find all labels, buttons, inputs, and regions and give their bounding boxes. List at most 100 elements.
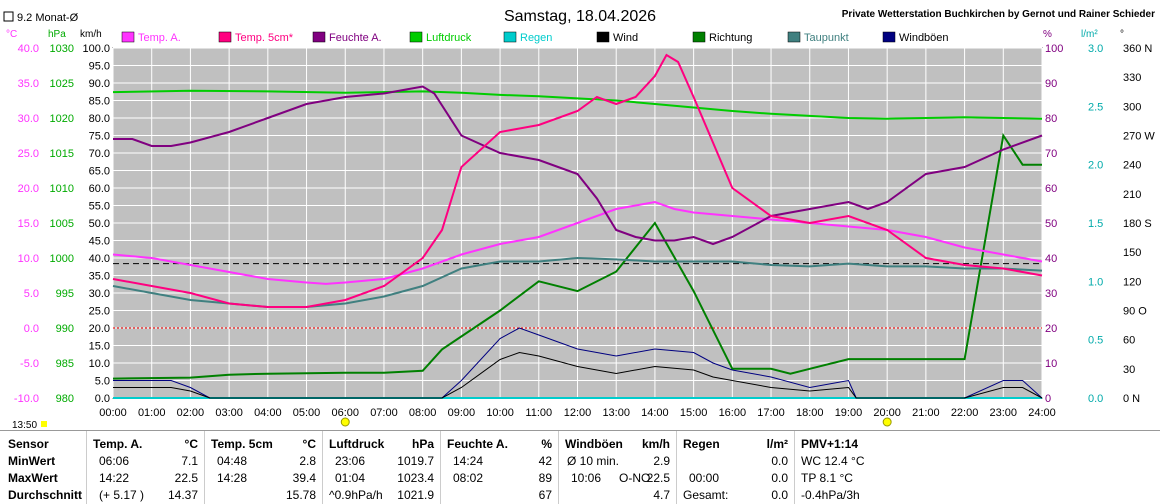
- rain-tick-6: 0.0: [1088, 393, 1103, 405]
- deg-tick-4: 240: [1123, 160, 1141, 172]
- time-tick-4: 04:00: [254, 407, 282, 419]
- hpa-tick-6: 1000: [50, 253, 74, 265]
- legend-swatch-7: [787, 31, 801, 43]
- kmh-tick-14: 30.0: [89, 288, 110, 300]
- hpa-tick-7: 995: [56, 288, 74, 300]
- kmh-tick-4: 80.0: [89, 113, 110, 125]
- kmh-tick-7: 65.0: [89, 166, 110, 178]
- time-tick-15: 15:00: [680, 407, 708, 419]
- stats-windboeen: Windböen km/h Ø 10 min. 2.9 10:06 O-NO 22.5 …: [559, 431, 677, 504]
- regen-total: 0.0: [771, 488, 788, 502]
- legend-label-2: Feuchte A.: [329, 32, 382, 44]
- windboeen-max: 22.5: [646, 471, 670, 485]
- deg-tick-2: 300: [1123, 101, 1141, 113]
- pct-tick-0: 100: [1045, 43, 1063, 55]
- temp-a-min-time: 06:06: [99, 454, 130, 468]
- hpa-tick-3: 1015: [50, 148, 74, 160]
- luftdruck-max: 1023.4: [397, 471, 434, 485]
- pct-tick-5: 50: [1045, 218, 1057, 230]
- pct-tick-10: 0: [1045, 393, 1051, 405]
- stats-luftdruck: Luftdruck hPa 23:06 1019.7 01:04 1023.4 ^0.…: [323, 431, 441, 504]
- temp-tick-8: 0.0: [24, 323, 39, 335]
- temp-5cm-min: 2.8: [299, 454, 316, 468]
- regen-title: Regen: [683, 437, 720, 451]
- deg-tick-8: 120: [1123, 276, 1141, 288]
- temp-a-title: Temp. A.: [93, 437, 143, 451]
- deg-tick-11: 30: [1123, 364, 1135, 376]
- temp-tick-2: 30.0: [18, 113, 39, 125]
- legend-swatch-5: [596, 31, 610, 43]
- feuchte-min: 42: [538, 454, 552, 468]
- legend-label-3: Luftdruck: [426, 32, 472, 44]
- temp-a-max: 22.5: [174, 471, 198, 485]
- time-tick-5: 05:00: [293, 407, 321, 419]
- stats-labels-col: Sensor MinWert MaxWert Durchschnitt: [0, 431, 87, 504]
- deg-unit-label: °: [1120, 29, 1124, 40]
- stats-temp-a: Temp. A. °C 06:06 7.1 14:22 22.5 (+ 5.17 ) 1…: [87, 431, 205, 504]
- time-tick-23: 23:00: [990, 407, 1018, 419]
- temp-tick-6: 10.0: [18, 253, 39, 265]
- temp-tick-9: -5.0: [20, 358, 39, 370]
- hpa-tick-2: 1020: [50, 113, 74, 125]
- temp-5cm-avg: 15.78: [285, 488, 316, 502]
- hpa-tick-5: 1005: [50, 218, 74, 230]
- time-tick-17: 17:00: [757, 407, 785, 419]
- kmh-tick-1: 95.0: [89, 61, 110, 73]
- rain-tick-4: 1.0: [1088, 276, 1103, 288]
- time-tick-16: 16:00: [719, 407, 747, 419]
- rain-tick-2: 2.0: [1088, 160, 1103, 172]
- hpa-tick-1: 1025: [50, 78, 74, 90]
- time-tick-13: 13:00: [602, 407, 630, 419]
- regen-min: 0.0: [771, 454, 788, 468]
- time-tick-10: 10:00: [486, 407, 514, 419]
- series-layer: [112, 53, 1043, 399]
- min-label: MinWert: [8, 454, 56, 468]
- windboeen-avg10-label: Ø 10 min.: [567, 454, 620, 468]
- legend-label-6: Richtung: [709, 32, 752, 44]
- kmh-tick-19: 5.0: [95, 376, 110, 388]
- pmv-windchill: WC 12.4 °C: [801, 454, 865, 468]
- kmh-tick-20: 0.0: [95, 393, 110, 405]
- time-tick-18: 18:00: [796, 407, 824, 419]
- hpa-tick-9: 985: [56, 358, 74, 370]
- stats-regen: Regen l/m² 0.0 00:00 0.0 Gesamt: 0.0: [677, 431, 795, 504]
- regen-max-time: 00:00: [689, 471, 720, 485]
- legend-swatch-2: [312, 31, 326, 43]
- hpa-tick-10: 980: [56, 393, 74, 405]
- deg-tick-7: 150: [1123, 247, 1141, 259]
- temp-tick-1: 35.0: [18, 78, 39, 90]
- time-tick-12: 12:00: [564, 407, 592, 419]
- windboeen-avg: 4.7: [653, 488, 670, 502]
- pct-tick-7: 30: [1045, 288, 1057, 300]
- temp-a-avg: 14.37: [167, 488, 198, 502]
- sunrise-icon: [340, 417, 350, 427]
- feuchte-avg: 67: [538, 488, 552, 502]
- kmh-tick-17: 15.0: [89, 341, 110, 353]
- rain-tick-1: 2.5: [1088, 101, 1103, 113]
- legend-swatch-4: [503, 31, 517, 43]
- temp-tick-10: -10.0: [14, 393, 39, 405]
- stats-pmv: PMV+1:14 WC 12.4 °C TP 8.1 °C -0.4hPa/3h: [795, 431, 915, 504]
- legend-label-0: Temp. A.: [138, 32, 181, 44]
- current-time-label: 13:50: [12, 420, 37, 430]
- pct-tick-9: 10: [1045, 358, 1057, 370]
- deg-tick-12: 0 N: [1123, 393, 1140, 405]
- pmv-dewpoint: TP 8.1 °C: [801, 471, 853, 485]
- station-name: Private Wetterstation Buchkirchen by Ger…: [842, 9, 1155, 20]
- monat-checkbox[interactable]: [3, 11, 14, 22]
- pct-tick-1: 90: [1045, 78, 1057, 90]
- time-tick-0: 00:00: [99, 407, 127, 419]
- kmh-tick-8: 60.0: [89, 183, 110, 195]
- deg-tick-5: 210: [1123, 189, 1141, 201]
- luftdruck-max-time: 01:04: [335, 471, 366, 485]
- time-tick-6: 06:00: [331, 407, 359, 419]
- hpa-tick-8: 990: [56, 323, 74, 335]
- series-luftdruck: [112, 89, 1043, 120]
- time-tick-7: 07:00: [370, 407, 398, 419]
- series-temp-5cm: [112, 53, 1043, 308]
- temp-5cm-max: 39.4: [292, 471, 316, 485]
- kmh-tick-10: 50.0: [89, 218, 110, 230]
- kmh-tick-16: 20.0: [89, 323, 110, 335]
- kmh-tick-11: 45.0: [89, 236, 110, 248]
- kmh-tick-15: 25.0: [89, 306, 110, 318]
